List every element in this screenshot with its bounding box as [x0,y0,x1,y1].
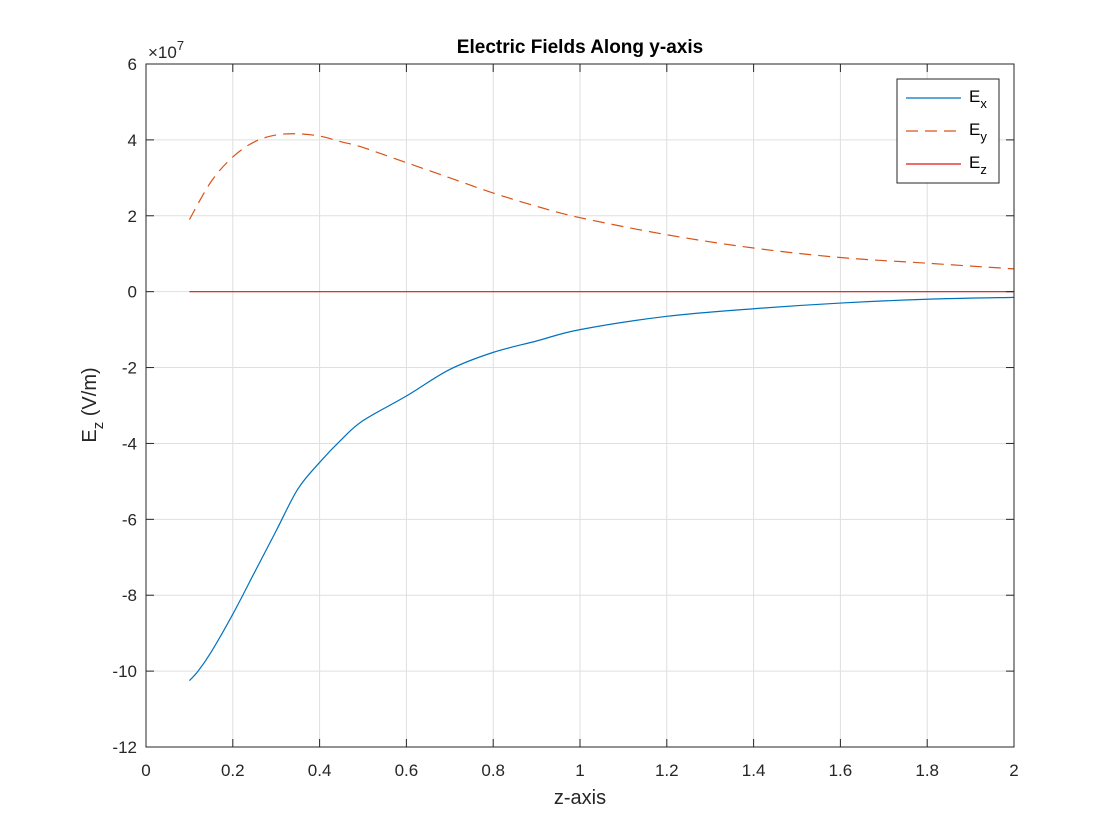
x-tick-label: 1 [575,761,584,780]
legend-label-sub: x [980,96,987,111]
x-axis-label: z-axis [554,787,606,809]
y-axis-label: Ez (V/m) [79,367,107,442]
series-line-x [188,296,1015,682]
x-tick-labels: 0 0.2 0.4 0.6 0.8 1 1.2 1.4 1.6 1.8 2 [141,761,1018,780]
x-tick-label: 1.6 [829,761,853,780]
y-axis-label-sub: z [90,422,107,430]
x-tick-label: 0.2 [221,761,245,780]
x-tick-label: 0.4 [308,761,332,780]
x-tick-label: 1.8 [915,761,939,780]
x-tick-label: 1.2 [655,761,679,780]
series-line-y [188,133,1015,270]
y-axis-label-unit: (V/m) [79,367,101,421]
legend-label-sub: z [980,162,987,177]
y-exponent-prefix: ×10 [148,43,177,62]
legend-label-main: E [969,87,980,106]
legend-label-x: Ex [969,87,987,111]
y-tick-label: -4 [122,434,137,453]
x-tick-label: 1.4 [742,761,766,780]
legend-label-y: Ey [969,120,987,144]
legend-label-main: E [969,153,980,172]
x-tick-label: 0.6 [395,761,419,780]
y-tick-label: -8 [122,586,137,605]
y-exponent-label: ×107 [148,38,184,62]
y-tick-label: 4 [128,131,137,150]
y-tick-label: -12 [112,738,137,757]
legend-label-z: Ez [969,153,987,177]
y-tick-label: 2 [128,207,137,226]
y-tick-label: -6 [122,510,137,529]
legend-label-main: E [969,120,980,139]
x-tick-label: 2 [1009,761,1018,780]
y-axis-label-main: E [79,429,101,442]
y-tick-label: 0 [128,283,137,302]
y-tick-label: 6 [128,55,137,74]
chart-title: Electric Fields Along y-axis [457,37,703,58]
legend-label-sub: y [980,129,987,144]
ticks [145,63,1015,748]
y-tick-label: -10 [112,662,137,681]
x-tick-label: 0 [141,761,150,780]
y-tick-labels: -12 -10 -8 -6 -4 -2 0 2 4 6 [112,55,137,757]
series-lines [188,133,1015,682]
y-exponent-power: 7 [177,38,184,53]
x-tick-label: 0.8 [481,761,505,780]
y-tick-label: -2 [122,359,137,378]
